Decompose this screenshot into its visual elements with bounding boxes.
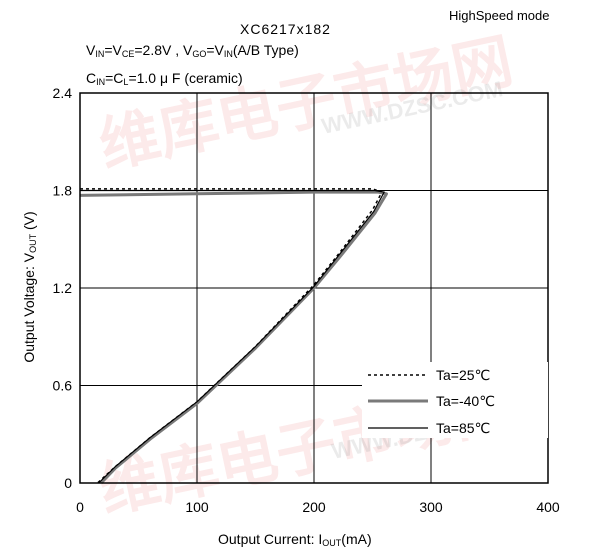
condition-line-2: CIN=CL=1.0 μ F (ceramic)	[86, 70, 243, 87]
series-line-2	[80, 189, 385, 484]
series-group	[79, 188, 388, 485]
y-tick-label: 1.8	[53, 183, 73, 199]
legend-label: Ta=-40℃	[436, 393, 495, 409]
condition-line-1: VIN=VCE=2.8V , VGO=VIN(A/B Type)	[86, 42, 299, 59]
x-axis-label: Output Current: IOUT(mA)	[218, 531, 372, 548]
plot-frame	[79, 92, 549, 484]
x-tick-label: 300	[419, 499, 443, 515]
tick-labels: 0 100 200 300 400 0 0.6 1.2 1.8 2.4	[53, 85, 560, 515]
x-tick-label: 100	[185, 499, 209, 515]
x-tick-label: 200	[302, 499, 326, 515]
legend-label: Ta=25℃	[436, 367, 490, 383]
mode-label: HighSpeed mode	[449, 8, 550, 23]
x-tick-label: 0	[76, 499, 84, 515]
chart-title: XC6217x182	[240, 21, 331, 37]
series-line-0	[80, 188, 383, 484]
x-tick-label: 400	[536, 499, 560, 515]
y-tick-label: 0.6	[53, 378, 73, 394]
y-tick-label: 1.2	[53, 280, 73, 296]
y-tick-label: 0	[64, 475, 72, 491]
y-tick-label: 2.4	[53, 85, 73, 101]
legend: Ta=25℃ Ta=-40℃ Ta=85℃	[362, 362, 548, 438]
legend-label: Ta=85℃	[436, 420, 490, 436]
series-line-1	[79, 190, 388, 485]
